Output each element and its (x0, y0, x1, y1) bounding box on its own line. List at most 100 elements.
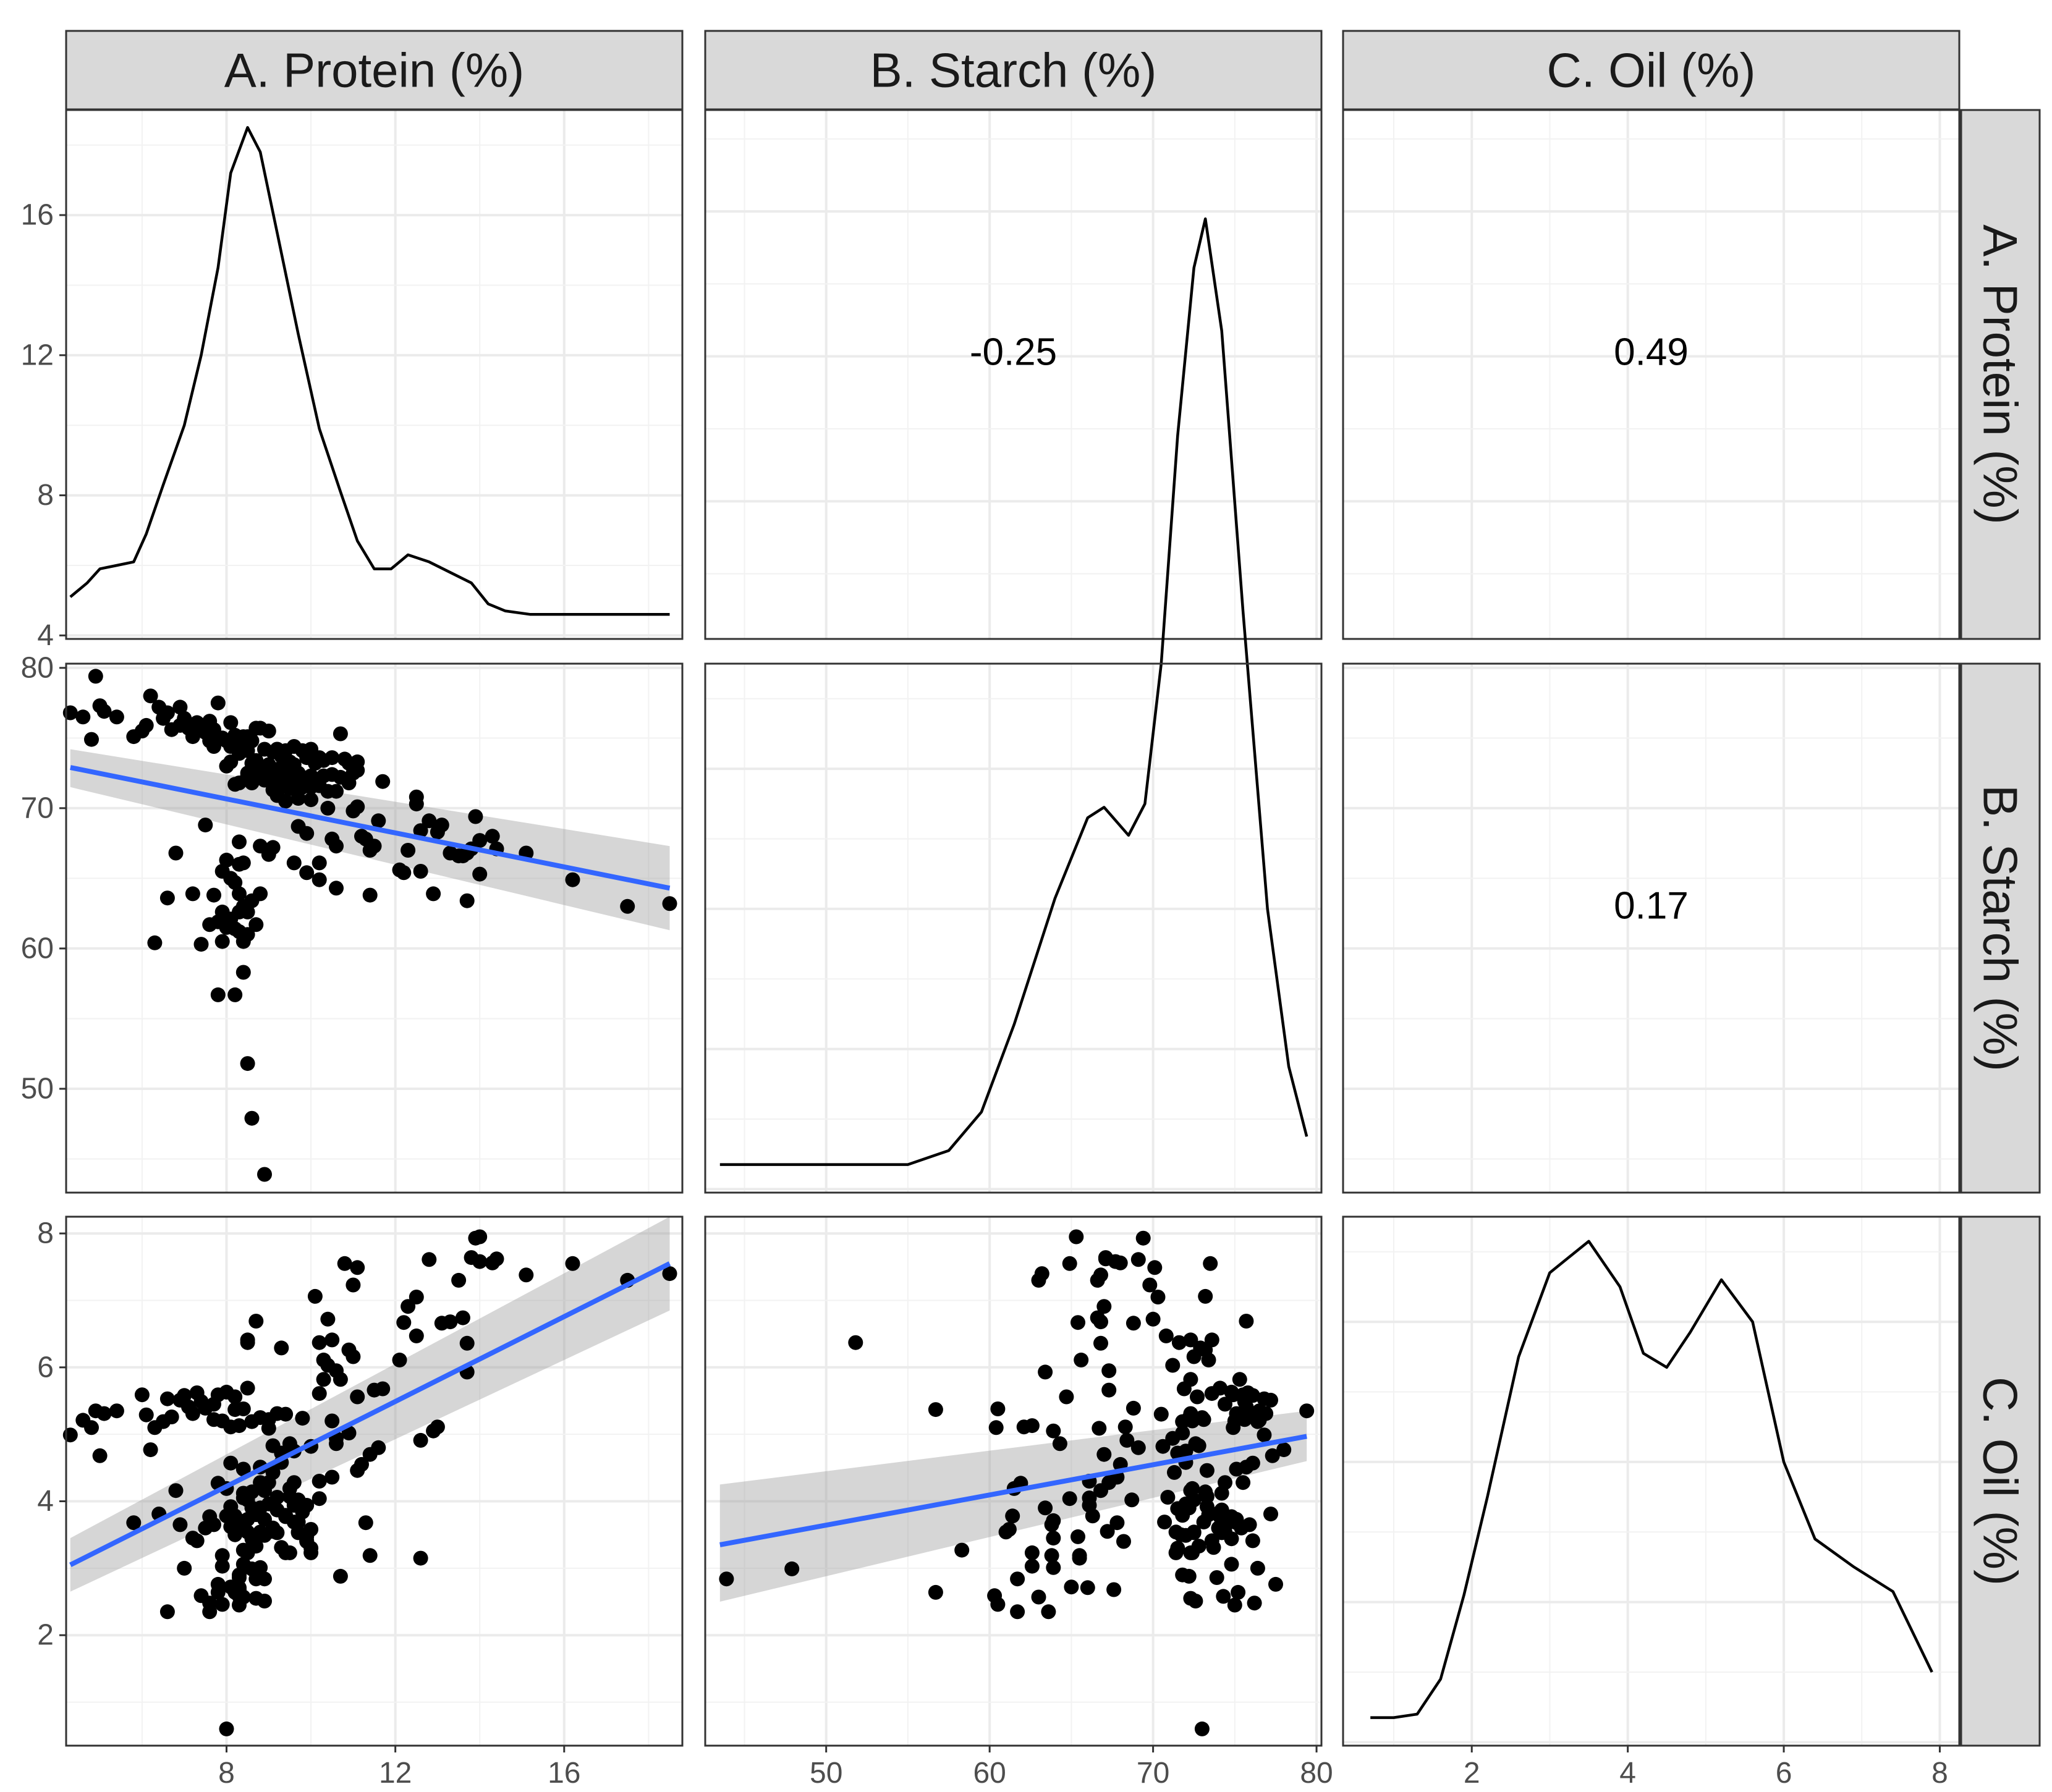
scatter-point (286, 855, 302, 871)
scatter-point (1044, 1548, 1059, 1563)
scatter-point (240, 1380, 255, 1396)
scatter-point (232, 886, 247, 902)
x-tick-label: 2 (1464, 1757, 1480, 1790)
scatter-point (1186, 1525, 1202, 1541)
scatter-point (1145, 1311, 1161, 1327)
scatter-point (1080, 1580, 1095, 1595)
scatter-point (248, 917, 264, 932)
scatter-point (1265, 1448, 1280, 1463)
strip-background (704, 30, 1323, 111)
scatter-point (92, 1448, 108, 1463)
scatter-point (413, 823, 428, 839)
scatter-point (96, 1406, 112, 1421)
scatter-point (1194, 1721, 1210, 1736)
correlation-label: -0.25 (970, 331, 1057, 373)
scatter-point (168, 1483, 184, 1498)
scatter-point (269, 1525, 285, 1541)
scatter-point (1236, 1475, 1251, 1490)
scatter-point (346, 1277, 361, 1293)
scatter-point (75, 709, 91, 725)
scatter-point (138, 717, 154, 733)
scatter-point (143, 688, 158, 704)
scatter-point (1130, 1252, 1146, 1267)
scatter-point (459, 893, 475, 908)
scatter-point (1209, 1570, 1224, 1585)
scatter-point (1188, 1594, 1203, 1608)
scatter-point (219, 1721, 234, 1736)
scatter-point (1071, 1315, 1085, 1330)
scatter-point (848, 1335, 863, 1350)
scatter-point (1168, 1524, 1184, 1540)
confidence-band (719, 1411, 1307, 1602)
scatter-point (455, 1310, 470, 1325)
scatter-point (159, 1604, 175, 1620)
scatter-point (1024, 1545, 1040, 1560)
scatter-point (1171, 1335, 1187, 1350)
scatter-point (409, 1290, 424, 1304)
scatter-point (1101, 1382, 1117, 1398)
scatter-point (172, 699, 188, 715)
scatter-point (312, 872, 327, 887)
scatter-point (413, 864, 428, 879)
scatter-point (1229, 1511, 1244, 1527)
scatter-point (227, 987, 243, 1002)
x-axis-col-starch: 50 60 70 80 (810, 1746, 1333, 1790)
x-tick-label: 16 (548, 1757, 580, 1790)
scatter-point (138, 1407, 154, 1422)
panel-border (1342, 662, 1961, 1194)
scatter-point (350, 763, 365, 778)
scatter-point (1186, 1349, 1202, 1364)
scatter-point (472, 1229, 488, 1245)
panel-starch-oil: 0.17 (1342, 662, 1961, 1194)
scatter-point (223, 1455, 239, 1471)
scatter-point (1093, 1335, 1108, 1351)
scatter-point (227, 875, 243, 890)
y-tick-label: 2 (37, 1619, 54, 1652)
scatter-point (223, 715, 239, 730)
strip-background (1960, 662, 2041, 1194)
scatter-point (303, 1545, 319, 1560)
correlation-label: 0.49 (1614, 331, 1689, 373)
scatter-point (371, 813, 386, 829)
panel-border (704, 1215, 1323, 1747)
scatter-point (214, 1558, 230, 1574)
scatter-point (1119, 1432, 1135, 1448)
scatter-point (232, 1418, 247, 1434)
scatter-point (185, 1406, 200, 1421)
scatter-point (1247, 1595, 1262, 1611)
scatter-point (350, 1389, 365, 1405)
scatter-point (329, 1436, 344, 1452)
scatter-point (1142, 1277, 1158, 1293)
scatter-point (1071, 1529, 1085, 1544)
scatter-point (1299, 1403, 1315, 1419)
scatter-point (202, 1604, 218, 1620)
strip-background (1960, 1215, 2041, 1747)
scatter-point (295, 1411, 310, 1426)
scatter-point (159, 705, 175, 721)
scatter-point (451, 1272, 467, 1288)
scatter-point (1231, 1584, 1246, 1600)
panel-starch-starch (704, 217, 1323, 1194)
scatter-point (367, 839, 382, 854)
panel-oil-protein (62, 1215, 684, 1747)
scatter-point (1203, 1256, 1218, 1271)
scatter-point (303, 792, 319, 808)
row-strip-starch: B. Starch (%) (1960, 662, 2041, 1194)
panel-background (705, 664, 1321, 1193)
scatter-point (214, 1597, 230, 1612)
scatter-point (472, 866, 488, 882)
y-tick-label: 4 (37, 1485, 54, 1518)
scatter-point (396, 1315, 412, 1330)
scatter-point (1167, 1464, 1182, 1480)
scatter-point (1196, 1515, 1211, 1530)
x-tick-label: 8 (1931, 1757, 1948, 1790)
scatter-point (126, 1515, 142, 1531)
scatter-point (362, 1548, 378, 1563)
scatter-point (312, 855, 327, 871)
scatter-point (1245, 1533, 1260, 1549)
scatter-point (1185, 1481, 1200, 1496)
scatter-point (96, 704, 112, 719)
scatter-point (1170, 1541, 1185, 1556)
y-axis-row-oil: 2 4 6 8 (37, 1217, 66, 1652)
